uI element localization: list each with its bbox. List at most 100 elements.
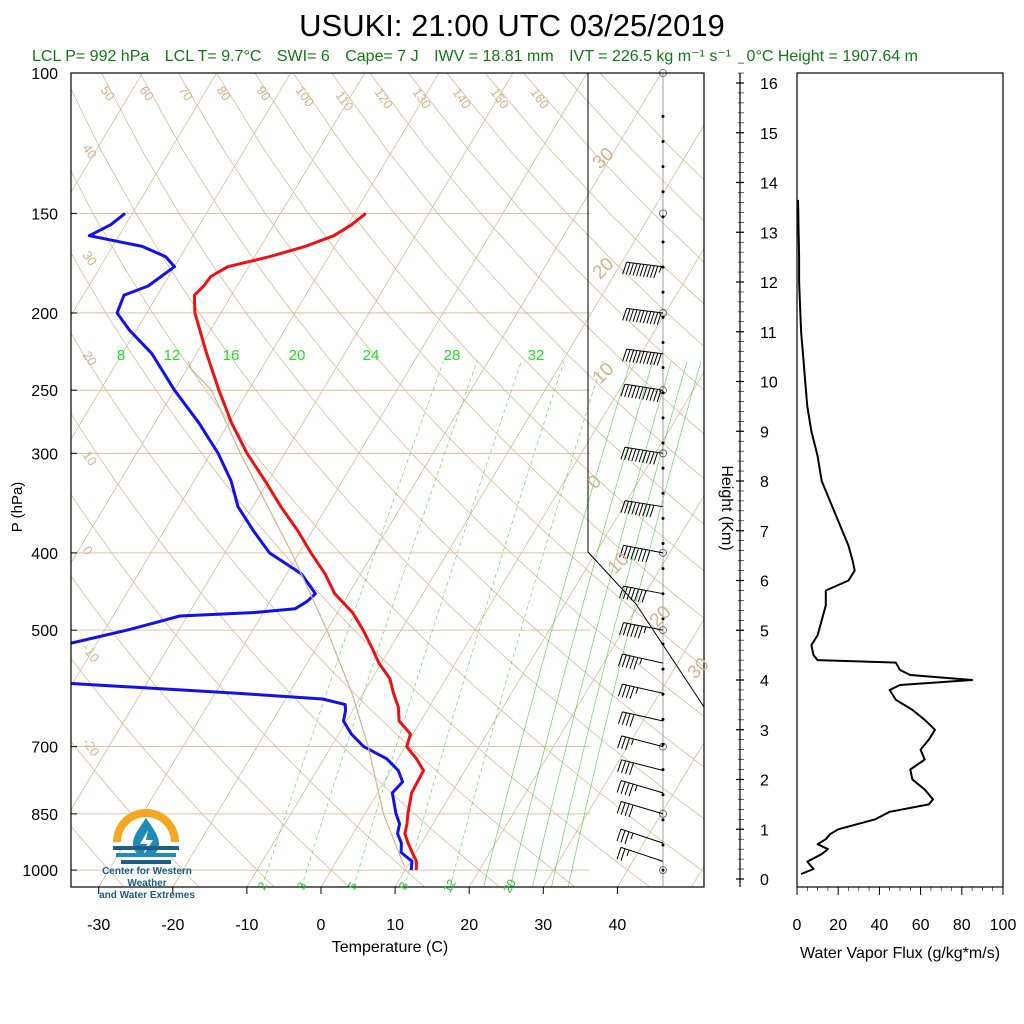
wind-barb-flag [620,500,626,513]
wind-barb-flag [642,310,648,324]
isotherm-line [617,741,704,887]
wind-barb-flag [629,714,635,727]
pressure-tick-label: 150 [31,206,58,223]
wind-barb-flag [634,625,640,638]
stat-freezing-height: 0°C Height = 1907.64 m [746,48,918,65]
mixing-ratio-line [532,361,672,887]
wind-barb-flag [617,684,623,697]
wind-level-dot [661,516,665,520]
wind-barb-staff [621,801,664,815]
wind-barb-staff [621,759,664,772]
pressure-tick-label: 100 [31,66,58,83]
dry-adiabat-line [254,73,704,572]
wind-barb-flag [645,504,651,517]
wind-barb-flag [617,759,623,772]
pressure-tick-label: 200 [31,306,58,323]
wind-barb-flag [629,262,635,276]
wind-barb-staff [623,622,664,631]
wind-barb-flag [649,311,655,325]
isotherm-label: 150 [488,85,513,111]
mixing-ratio-line [551,361,688,887]
wind-barb-flag [632,350,638,363]
wind-barb-staff [626,348,664,355]
wind-barb-flag [628,762,634,776]
wind-region-boundary [587,73,705,708]
height-axis-title: Height (Km) [718,465,735,550]
wind-barb-flag [616,847,622,860]
wind-barb-flag [624,782,630,796]
wind-barb-flag [637,589,643,602]
wind-barb-staff [622,683,664,694]
series-line-dew-point [71,212,414,871]
wind-barb-flag [632,309,638,322]
y-axis-title: P (hPa) [9,482,26,533]
wind-barb-flag [642,264,648,277]
wind-barb-staff [620,846,664,862]
wind-barb-half [626,849,630,857]
isotherm-label: 0 [80,543,96,558]
wind-barb-flag [617,653,623,667]
isotherm-line [71,73,292,440]
wind-barb-flag [617,735,623,749]
wind-barb-flag [649,352,655,365]
temperature-tick-label: 40 [609,917,627,934]
wind-level-dot [661,717,665,721]
wind-level-dot [661,667,665,671]
wind-level-dot [661,868,665,872]
wind-barb-staff [626,261,664,268]
wind-barb-flag [645,388,651,401]
mixing-ratio-line [483,361,631,887]
wind-level-dot [661,165,665,169]
height-tick-label: 7 [760,524,769,541]
wind-barb-flag [645,451,651,464]
wind-barb-flag [638,503,644,516]
dry-adiabat-line [71,657,275,887]
wind-barb-flag [628,804,634,818]
flux-frame [796,72,1004,888]
mixing-ratio-label: 8 [396,879,412,892]
wind-barb-staff [626,307,664,314]
wind-barb-half [643,626,647,634]
wind-barb-flag [624,803,630,817]
dry-adiabat-line [71,332,576,887]
wind-barb-flag [641,549,647,562]
height-tick-label: 6 [760,574,769,591]
wind-barb-flag [642,387,648,400]
flux-tick-label: 80 [953,917,971,934]
wind-profile-region [587,69,705,887]
wind-barb-staff [621,735,664,748]
isotherm-label: 140 [450,85,475,111]
temperature-tick-label: 10 [386,917,404,934]
dry-adiabat-line [71,825,125,887]
isotherm-line [394,371,704,887]
mixing-ratio-line [261,361,444,887]
temperature-tick-label: 20 [460,917,478,934]
wind-barb-flag [616,801,622,814]
isotherm-line [71,73,217,317]
isotherm-label: 120 [372,85,397,111]
flux-tick-label: 100 [990,917,1017,934]
wind-barb-flag [621,736,627,750]
wind-barb-flag [636,350,641,364]
dry-adiabat-line [71,88,704,820]
wind-barb-flag [624,384,630,397]
dry-adiabat-line [101,73,704,768]
mixing-ratio-label: 5 [345,879,361,892]
logo-line-2: and Water Extremes [99,890,195,901]
wind-level-marker [659,866,667,875]
wind-barb-flag [621,654,627,668]
mixing-ratio-label: 28 [444,347,461,364]
wind-barb-flag [616,828,622,842]
wind-barb-half [639,658,643,665]
wind-level-dot [661,642,665,646]
isotherm-label: 80 [214,83,235,103]
wind-barb-flag [642,450,648,463]
dry-adiabat-line [331,73,704,480]
wind-barb-flag [627,501,633,514]
wind-level-dot [661,843,665,847]
wind-barb-flag [649,388,655,401]
side-isotherm-label: 20 [646,602,676,632]
wind-barb-flag [622,545,628,559]
mixing-ratio-line [509,361,654,887]
